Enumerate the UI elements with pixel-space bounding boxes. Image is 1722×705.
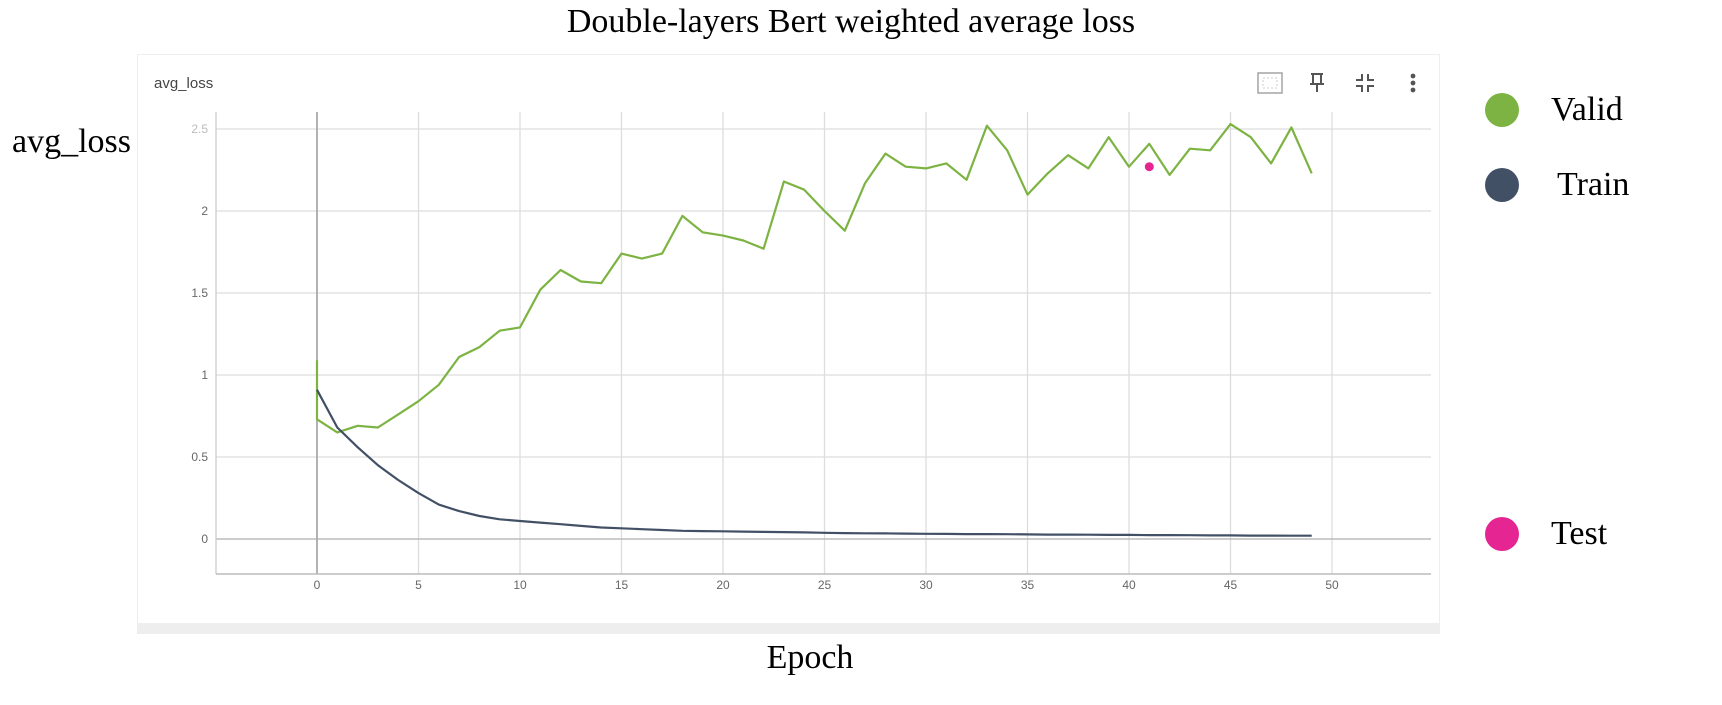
figure-title: Double-layers Bert weighted average loss	[566, 3, 1136, 40]
legend-swatch-train	[1485, 168, 1519, 202]
x-tick-label: 50	[1325, 578, 1339, 592]
legend-label-train: Train	[1557, 166, 1630, 203]
collapse-icon	[1356, 74, 1374, 92]
y-tick-label: 0.5	[191, 450, 208, 464]
collapse-button[interactable]	[1350, 68, 1380, 98]
y-tick-label: 2	[201, 204, 208, 218]
data-point-test	[1144, 162, 1154, 172]
card-footer-bar	[137, 623, 1440, 634]
y-axis-title: avg_loss	[12, 123, 131, 160]
legend-label-valid: Valid	[1551, 91, 1623, 128]
y-tick-label: 1	[201, 368, 208, 382]
x-tick-label: 35	[1021, 578, 1035, 592]
card-title: avg_loss	[154, 75, 214, 92]
y-tick-label: 1.5	[191, 286, 208, 300]
x-tick-label: 25	[818, 578, 832, 592]
fit-to-data-icon	[1257, 72, 1283, 94]
x-tick-label: 40	[1122, 578, 1136, 592]
y-tick-label: 0	[201, 532, 208, 546]
legend-label-test: Test	[1551, 515, 1608, 552]
series-line-train	[316, 389, 1312, 537]
x-tick-label: 30	[919, 578, 933, 592]
series-line-valid	[315, 123, 1313, 434]
pin-button[interactable]	[1302, 68, 1332, 98]
x-tick-label: 20	[716, 578, 730, 592]
pin-icon	[1310, 73, 1324, 92]
more-vert-icon	[1410, 73, 1416, 93]
x-tick-label: 0	[314, 578, 321, 592]
x-tick-label: 15	[615, 578, 629, 592]
x-axis-title: Epoch	[766, 639, 854, 676]
x-tick-label: 5	[415, 578, 422, 592]
legend-swatch-valid	[1485, 93, 1519, 127]
x-tick-label: 10	[513, 578, 527, 592]
more-options-button[interactable]	[1398, 68, 1428, 98]
chart-card	[137, 54, 1440, 634]
x-tick-label: 45	[1224, 578, 1238, 592]
fit-to-data-button[interactable]	[1255, 68, 1285, 98]
legend-swatch-test	[1485, 517, 1519, 551]
y-tick-label: 2.5	[191, 122, 208, 136]
